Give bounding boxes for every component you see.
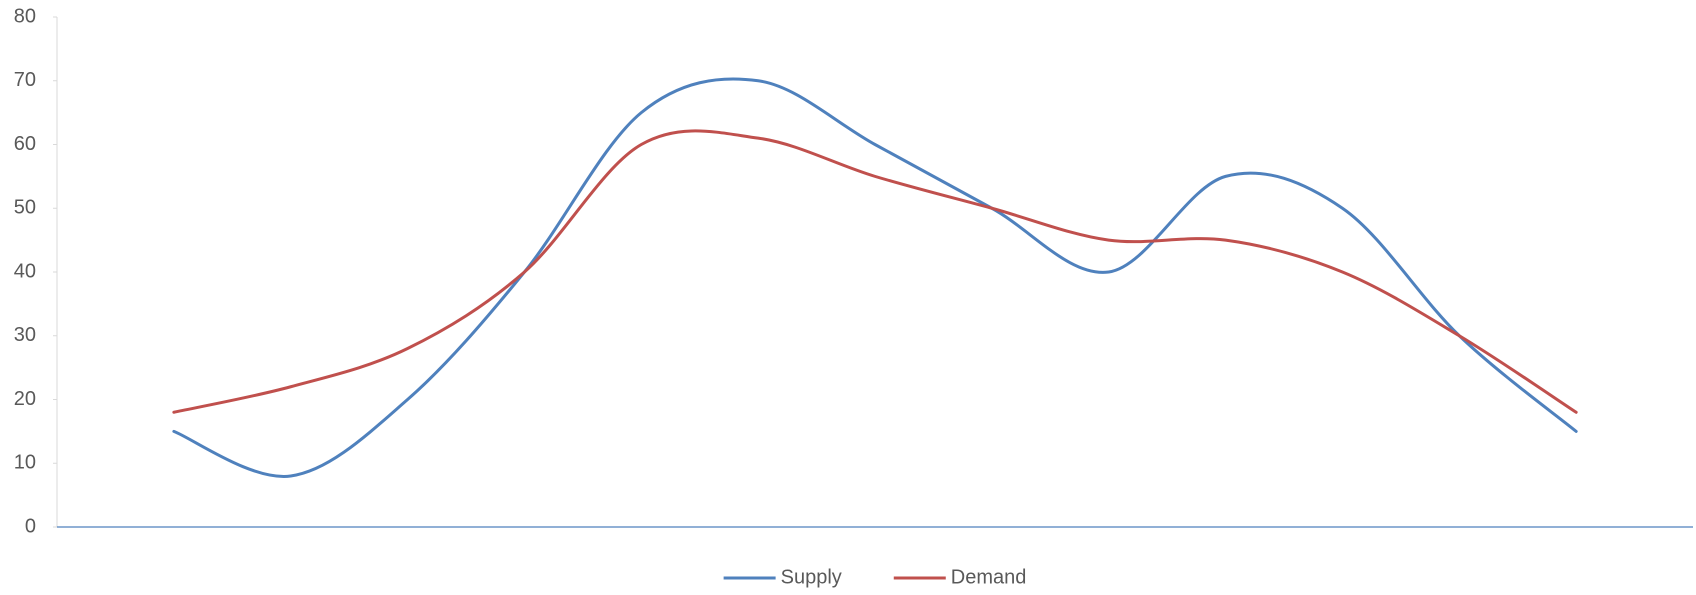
y-tick-label: 70 <box>14 69 36 91</box>
y-tick-label: 60 <box>14 133 36 155</box>
line-series <box>172 129 1578 414</box>
y-tick-label: 40 <box>14 260 36 282</box>
line-series <box>172 77 1578 478</box>
y-tick-label: 20 <box>14 388 36 410</box>
y-tick-label: 10 <box>14 452 36 474</box>
legend-label: Demand <box>951 566 1027 588</box>
legend-label: Supply <box>781 566 842 588</box>
y-tick-label: 80 <box>14 5 36 27</box>
y-tick-label: 50 <box>14 197 36 219</box>
y-tick-label: 30 <box>14 324 36 346</box>
y-tick-label: 0 <box>25 515 36 537</box>
